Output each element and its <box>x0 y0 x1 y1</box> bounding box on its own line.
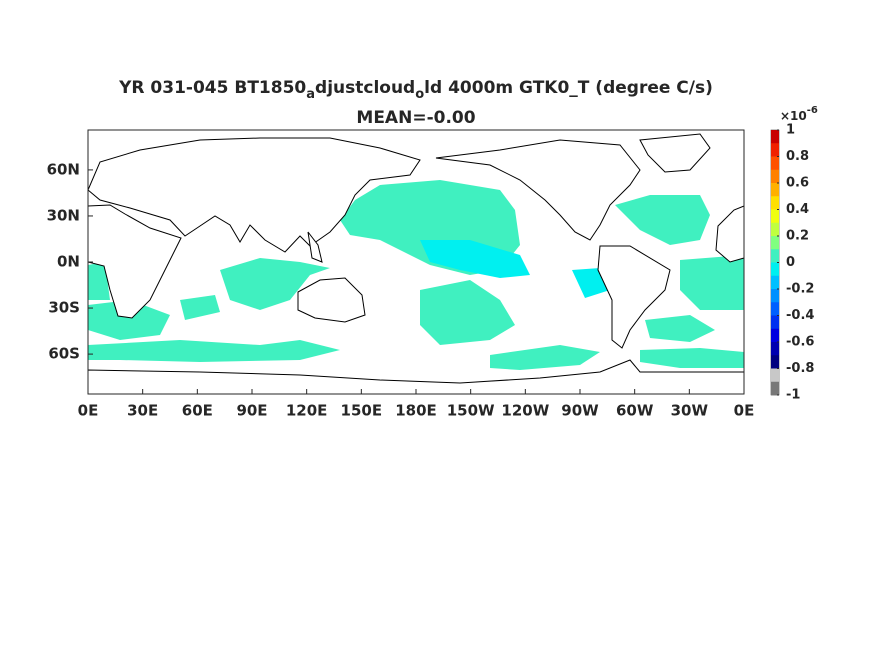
colorbar-segment <box>771 342 779 356</box>
colorbar-scale: ×10-6 <box>780 105 818 123</box>
y-tick-label: 60S <box>48 345 80 363</box>
south-america <box>597 245 671 349</box>
patch <box>88 300 170 340</box>
patch <box>88 262 110 300</box>
patch <box>490 345 600 370</box>
y-tick-label: 30S <box>48 299 80 317</box>
x-tick-label: 90W <box>561 402 599 420</box>
colorbar-segment <box>771 355 779 369</box>
colorbar-segment <box>771 368 779 383</box>
colorbar-segment <box>771 236 779 250</box>
colorbar-tick-label: -1 <box>786 388 800 403</box>
patch <box>88 340 340 362</box>
colorbar-segment <box>771 196 779 210</box>
title-segment: YR 031-045 BT1850 <box>118 78 306 98</box>
colorbar-tick-label: 0.2 <box>786 229 809 244</box>
colorbar-tick-label: 0 <box>786 255 795 270</box>
colorbar-segment <box>771 156 779 171</box>
x-tick-label: 0E <box>78 402 99 420</box>
patch <box>180 295 220 320</box>
x-tick-label: 90E <box>236 402 267 420</box>
colorbar-segment <box>771 222 779 237</box>
scale-exponent: -6 <box>807 105 818 116</box>
x-tick-label: 60W <box>616 402 654 420</box>
title: YR 031-045 BT1850adjustcloudold 4000m GT… <box>118 78 713 102</box>
field-patches <box>88 180 744 370</box>
colorbar-segment <box>771 183 779 197</box>
colorbar-segment <box>771 130 779 144</box>
patch <box>615 195 710 245</box>
colorbar-segment <box>771 275 779 290</box>
x-tick-label: 150W <box>447 402 495 420</box>
colorbar-segment <box>771 262 779 277</box>
x-tick-label: 150E <box>341 402 383 420</box>
x-tick-label: 180E <box>395 402 437 420</box>
colorbar-segment <box>771 249 779 263</box>
x-tick-label: 30E <box>127 402 158 420</box>
colorbar-tick-label: 1 <box>786 123 795 138</box>
colorbar-tick-label: -0.6 <box>786 335 814 350</box>
x-tick-label: 0E <box>734 402 755 420</box>
y-tick-label: 60N <box>47 160 80 178</box>
australia <box>297 277 366 323</box>
colorbar-segment <box>771 209 779 224</box>
y-tick-label: 0N <box>57 253 80 271</box>
africa <box>87 204 182 319</box>
islands <box>307 231 323 263</box>
colorbar-tick-label: -0.8 <box>786 361 814 376</box>
eurasia <box>87 137 421 253</box>
map-area <box>87 129 745 395</box>
colorbar-segment <box>771 143 779 157</box>
colorbar-segment <box>771 315 779 330</box>
colorbar-segment <box>771 328 779 343</box>
colorbar-segment <box>771 289 779 303</box>
colorbar-segment <box>771 302 779 316</box>
x-tick-label: 60E <box>182 402 213 420</box>
coastlines <box>87 133 745 395</box>
patch <box>420 280 515 345</box>
patch <box>645 315 715 342</box>
colorbar-tick-label: 0.6 <box>786 176 809 191</box>
patch <box>420 240 530 278</box>
colorbar-tick-label: 0.4 <box>786 202 809 217</box>
patch <box>640 348 744 368</box>
colorbar-tick-label: 0.8 <box>786 149 809 164</box>
title-segment: ld 4000m GTK0_T (degree C/s) <box>424 78 713 98</box>
colorbar-tick-label: -0.2 <box>786 282 814 297</box>
colorbar-segment <box>771 381 779 396</box>
title-subscript: a <box>306 87 315 102</box>
subtitle: MEAN=-0.00 <box>356 108 475 128</box>
title-subscript: o <box>415 87 424 102</box>
x-tick-label: 30W <box>671 402 709 420</box>
patch <box>220 258 330 310</box>
colorbar-tick-label: -0.4 <box>786 308 814 323</box>
north-america <box>435 139 641 241</box>
x-tick-label: 120W <box>501 402 549 420</box>
greenland <box>639 133 711 173</box>
patch <box>680 255 744 310</box>
title-segment: djustcloud <box>315 78 415 98</box>
scale-base: ×10 <box>780 109 807 123</box>
colorbar-segment <box>771 169 779 184</box>
x-tick-label: 120E <box>286 402 328 420</box>
y-tick-label: 30N <box>47 206 80 224</box>
